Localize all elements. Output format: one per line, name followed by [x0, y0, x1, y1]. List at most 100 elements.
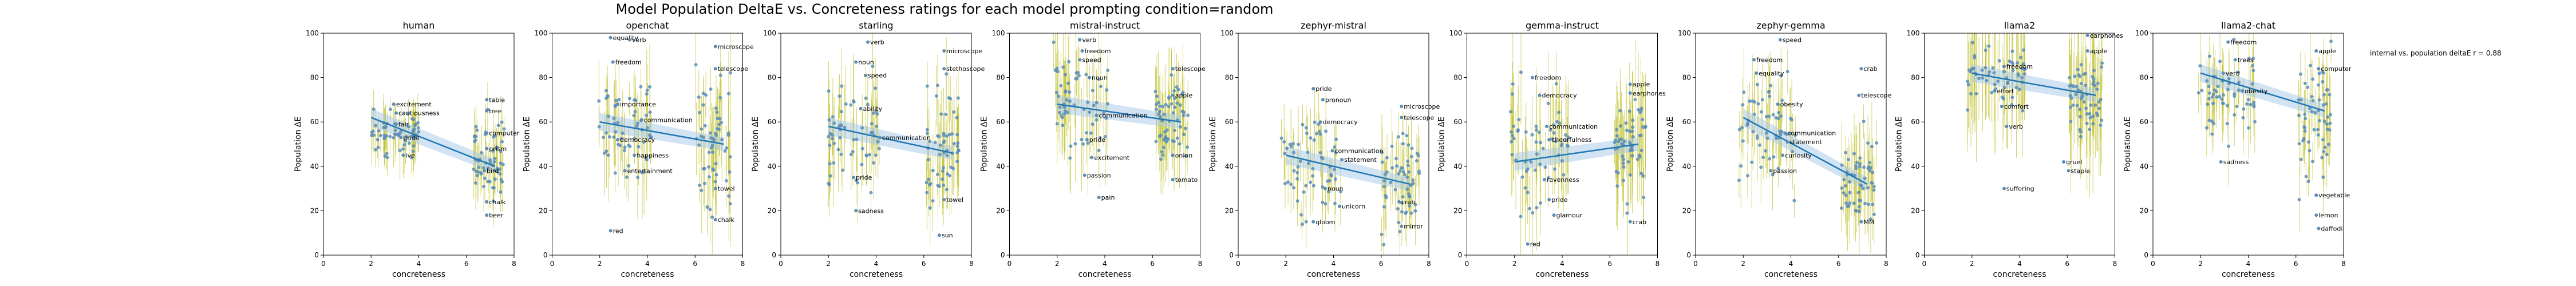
x-tick-label: 2	[2198, 260, 2203, 268]
data-point	[2214, 90, 2218, 94]
data-point	[2253, 120, 2257, 124]
labeled-point	[1400, 224, 1404, 228]
labeled-point	[1095, 113, 1099, 117]
data-point	[1631, 118, 1635, 122]
y-tick-label: 80	[310, 74, 319, 82]
x-tick-label: 8	[512, 260, 516, 268]
fit-confidence-band	[828, 117, 953, 160]
x-tick-label: 6	[1607, 260, 1612, 268]
data-point	[1848, 180, 1852, 184]
data-point	[372, 133, 376, 137]
data-point	[2198, 64, 2202, 68]
data-point	[700, 188, 704, 192]
data-point	[405, 134, 409, 138]
data-point	[876, 140, 880, 144]
data-point	[701, 103, 705, 107]
data-point	[1771, 113, 1775, 117]
word-label: earphones	[1633, 90, 1666, 97]
data-point	[1162, 138, 1166, 142]
data-point	[1614, 169, 1618, 173]
data-point	[500, 180, 504, 184]
data-point	[951, 166, 955, 170]
labeled-point	[1781, 153, 1785, 157]
data-point	[714, 173, 718, 177]
word-label: importance	[620, 101, 656, 108]
labeled-point	[942, 67, 946, 71]
data-point	[2252, 101, 2256, 105]
x-tick-label: 0	[1922, 260, 1927, 268]
data-point	[2075, 85, 2079, 89]
data-point	[1741, 103, 1745, 107]
word-label: pride	[856, 174, 872, 181]
x-axis-label: concreteness	[2222, 270, 2275, 279]
data-point	[500, 120, 504, 124]
data-point	[1073, 142, 1077, 146]
labeled-point	[859, 106, 863, 110]
data-point	[723, 149, 727, 153]
data-point	[1543, 165, 1547, 169]
data-point	[493, 157, 497, 161]
data-point	[1304, 184, 1308, 188]
data-point	[2097, 100, 2101, 104]
data-point	[1105, 88, 1109, 92]
data-point	[1181, 90, 1185, 94]
data-point	[608, 135, 612, 139]
data-point	[720, 121, 724, 125]
data-point	[928, 140, 932, 144]
labeled-point	[1318, 120, 1322, 124]
labeled-point	[1337, 204, 1341, 208]
data-point	[828, 174, 832, 178]
data-point	[924, 181, 929, 185]
data-point	[1760, 98, 1764, 102]
data-point	[645, 92, 649, 96]
data-point	[2313, 111, 2317, 115]
labeled-point	[483, 169, 487, 173]
word-label: statement	[1344, 156, 1377, 164]
data-point	[1061, 65, 1065, 69]
word-label: equality	[613, 34, 639, 42]
data-point	[1984, 48, 1988, 52]
data-point	[1326, 179, 1330, 183]
data-point	[1625, 211, 1629, 215]
x-tick-label: 8	[1884, 260, 1888, 268]
data-point	[699, 134, 703, 138]
data-point	[416, 126, 420, 130]
data-point	[860, 146, 864, 150]
data-point	[1557, 110, 1561, 114]
data-point	[1785, 69, 1789, 73]
x-axis-label: concreteness	[850, 270, 903, 279]
data-point	[1172, 89, 1176, 93]
data-point	[407, 141, 411, 145]
data-point	[702, 181, 706, 185]
labeled-point	[1090, 156, 1094, 160]
word-label: towel	[718, 185, 735, 193]
data-point	[474, 134, 478, 138]
data-point	[2321, 138, 2325, 142]
data-point	[1547, 176, 1551, 180]
data-point	[2218, 94, 2222, 98]
data-point	[393, 128, 397, 132]
y-tick-label: 20	[2140, 206, 2148, 214]
panel-title: llama2-chat	[2221, 20, 2275, 31]
data-point	[2071, 85, 2075, 89]
data-point	[1400, 210, 1404, 214]
data-point	[2204, 126, 2208, 130]
data-point	[1764, 149, 1768, 153]
y-tick-label: 80	[539, 74, 547, 82]
word-label: obesity	[2245, 88, 2268, 95]
data-point	[392, 136, 396, 140]
data-point	[2322, 120, 2326, 124]
data-point	[1859, 198, 1863, 202]
data-point	[942, 133, 946, 137]
data-point	[2016, 61, 2020, 65]
data-point	[481, 166, 485, 170]
data-point	[2095, 87, 2099, 91]
data-point	[2306, 140, 2310, 144]
data-point	[486, 166, 490, 170]
data-point	[1510, 153, 1514, 157]
data-point	[935, 173, 939, 177]
data-point	[2091, 122, 2095, 126]
data-point	[2317, 72, 2321, 76]
data-point	[1566, 144, 1570, 148]
data-point	[1283, 152, 1287, 156]
